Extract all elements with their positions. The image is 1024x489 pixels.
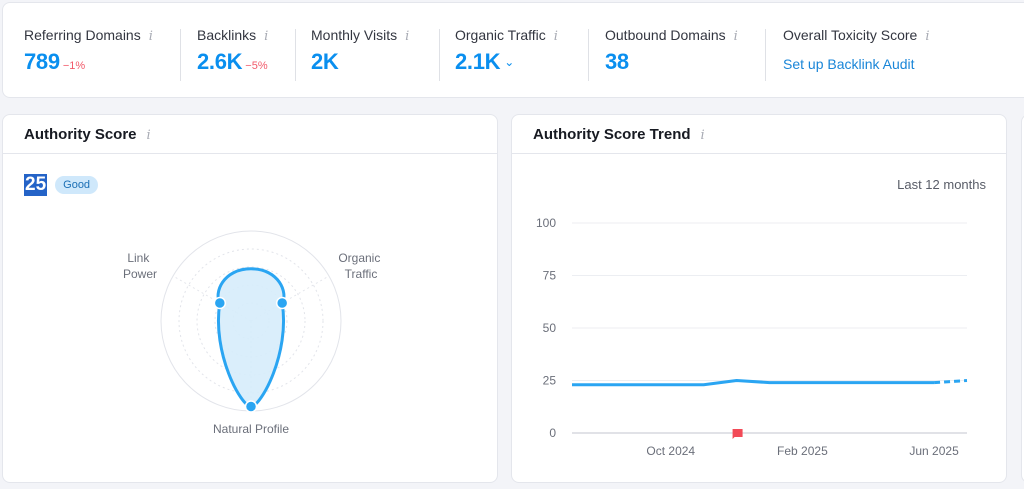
- x-tick-label: Feb 2025: [777, 444, 828, 458]
- summary-metrics-card: Referring Domains i 789 −1% Backlinks i 2.6…: [2, 2, 1024, 98]
- authority-score-value: 25: [24, 174, 48, 196]
- info-icon[interactable]: i: [553, 29, 558, 44]
- date-range-label[interactable]: Last 12 months: [897, 177, 986, 192]
- radar-point: [275, 296, 289, 310]
- chevron-down-icon[interactable]: ⌄: [504, 55, 515, 69]
- metric-label: Overall Toxicity Score: [783, 27, 918, 43]
- card-header: Authority Score Trend i: [512, 115, 1006, 154]
- metric-delta: −1%: [62, 60, 86, 72]
- info-icon[interactable]: i: [733, 29, 738, 44]
- score-row: 25 Good: [24, 174, 99, 196]
- metric-toxicity-score: Overall Toxicity Score i Set up Backlink …: [783, 27, 930, 72]
- authority-score-card: Authority Score i 25 Good Link Power Orga…: [2, 114, 498, 483]
- metric-outbound-domains[interactable]: Outbound Domains i 38: [605, 27, 738, 75]
- info-icon[interactable]: i: [925, 29, 930, 44]
- x-tick-label: Oct 2024: [646, 444, 695, 458]
- divider: [180, 29, 181, 81]
- metric-delta: −5%: [245, 60, 268, 72]
- metric-label: Organic Traffic: [455, 27, 546, 43]
- trend-line-chart: 0 25 50 75 100 Oct 2024 Feb 2025 Jun 2025: [536, 216, 968, 458]
- metric-value[interactable]: 2.1K: [455, 49, 501, 74]
- radar-chart: Link Power Organic Traffic Natural Profi…: [123, 230, 383, 436]
- radar-ring: [178, 248, 324, 394]
- radar-area: [216, 267, 286, 409]
- status-badge: Good: [55, 176, 99, 194]
- info-icon[interactable]: i: [405, 29, 410, 44]
- card-header: Authority Score i: [3, 115, 497, 154]
- metric-label: Referring Domains: [24, 27, 141, 43]
- y-tick-label: 50: [543, 321, 557, 335]
- x-tick-label: Jun 2025: [909, 444, 959, 458]
- metric-value[interactable]: 38: [605, 49, 629, 74]
- radar-label-link-power: Link Power: [123, 251, 157, 281]
- card-title: Authority Score: [24, 126, 137, 143]
- setup-backlink-audit-link[interactable]: Set up Backlink Audit: [783, 56, 915, 72]
- metric-label: Backlinks: [197, 27, 257, 43]
- metric-backlinks[interactable]: Backlinks i 2.6K −5%: [197, 27, 268, 75]
- metric-label: Monthly Visits: [311, 27, 398, 43]
- info-icon[interactable]: i: [700, 128, 705, 143]
- radar-label-organic-traffic: Organic Traffic: [338, 251, 383, 281]
- divider: [765, 29, 766, 81]
- metric-value[interactable]: 789: [24, 49, 60, 74]
- metric-value[interactable]: 2K: [311, 49, 339, 74]
- radar-point: [244, 400, 258, 413]
- y-tick-label: 100: [536, 216, 556, 230]
- y-tick-label: 25: [543, 374, 557, 388]
- metric-value[interactable]: 2.6K: [197, 49, 243, 74]
- series-line: [572, 379, 935, 387]
- divider: [295, 29, 296, 81]
- card-title: Authority Score Trend: [533, 126, 691, 143]
- info-icon[interactable]: i: [148, 29, 153, 44]
- metric-referring-domains[interactable]: Referring Domains i 789 −1%: [24, 27, 153, 75]
- divider: [588, 29, 589, 81]
- metric-organic-traffic[interactable]: Organic Traffic i 2.1K ⌄: [455, 27, 558, 75]
- authority-score-trend-card: Authority Score Trend i Last 12 months 0 2…: [511, 114, 1007, 483]
- info-icon[interactable]: i: [146, 128, 151, 143]
- y-tick-label: 75: [543, 269, 557, 283]
- divider: [439, 29, 440, 81]
- metric-monthly-visits[interactable]: Monthly Visits i 2K: [311, 27, 409, 75]
- radar-point: [213, 296, 227, 310]
- info-icon[interactable]: i: [264, 29, 269, 44]
- y-tick-label: 0: [549, 426, 556, 440]
- radar-ring: [196, 266, 306, 376]
- series-projection: [933, 379, 968, 385]
- metric-label: Outbound Domains: [605, 27, 726, 43]
- radar-label-natural-profile: Natural Profile: [213, 422, 289, 436]
- event-flag-marker[interactable]: [732, 429, 743, 439]
